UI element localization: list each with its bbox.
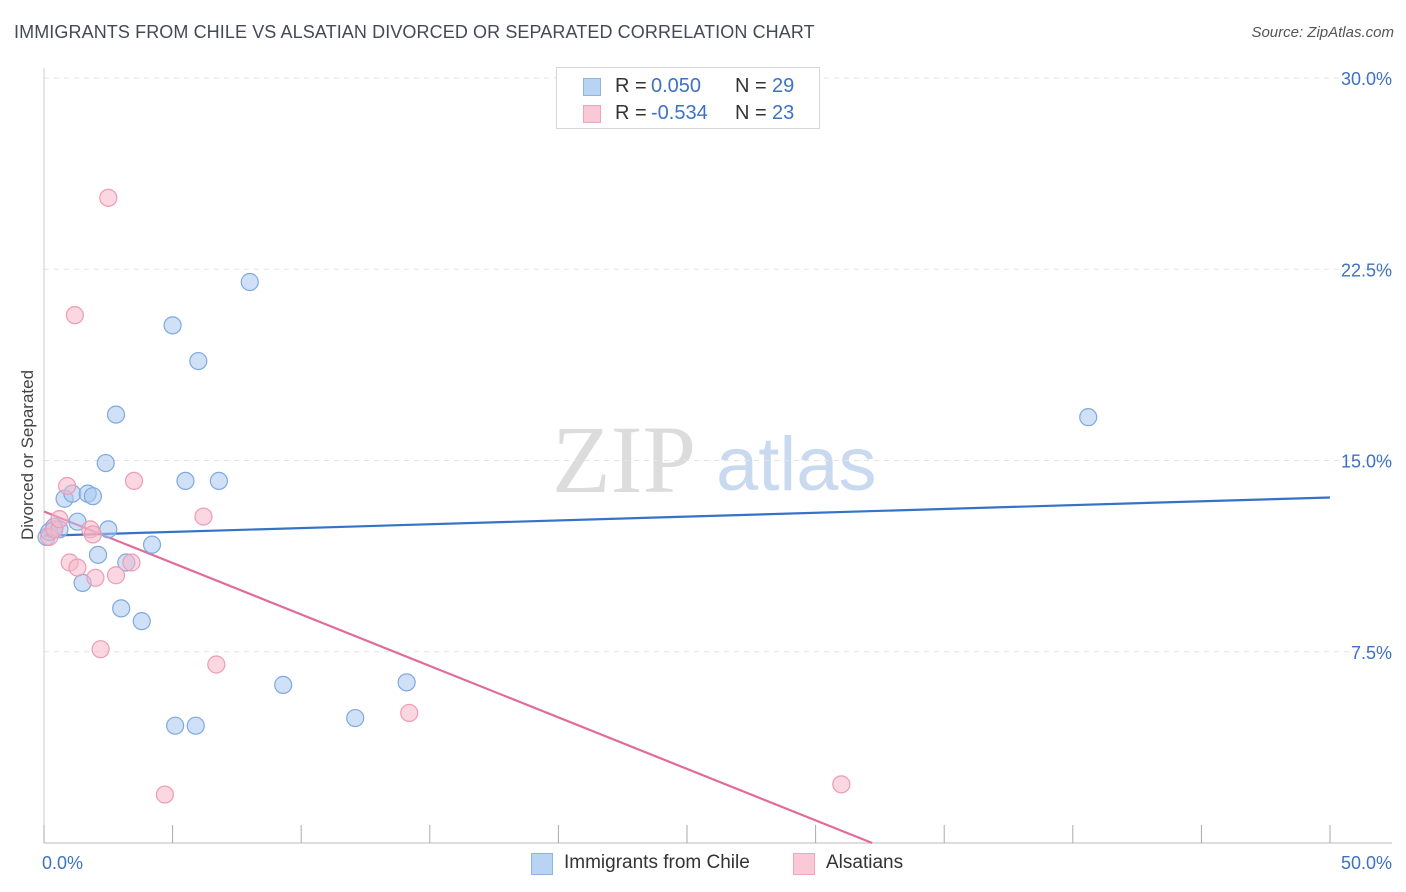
- chile-point: [142, 535, 162, 554]
- chile-swatch: [583, 78, 601, 96]
- chart-title: IMMIGRANTS FROM CHILE VS ALSATIAN DIVORC…: [14, 22, 815, 42]
- alsatian-point: [194, 507, 213, 526]
- alsatian-point: [68, 558, 87, 577]
- r-value: -0.534: [651, 102, 708, 124]
- chile-point: [106, 405, 126, 424]
- r-label: R =: [615, 75, 647, 97]
- alsatian-legend-label: Alsatians: [826, 852, 904, 873]
- alsatian-point: [99, 188, 118, 207]
- trend-lines: [43, 496, 1331, 845]
- chile-point: [189, 351, 208, 371]
- alsatian-legend-swatch: [793, 853, 815, 875]
- chile-legend-swatch: [531, 853, 553, 875]
- chile-legend-label: Immigrants from Chile: [564, 852, 750, 873]
- chile-point: [88, 545, 108, 564]
- watermark-zip: ZIP: [552, 406, 696, 513]
- stats-legend: R = 0.050 N = 29 R = -0.534 N = 23: [556, 67, 820, 129]
- chile-point: [1079, 408, 1098, 427]
- chile-point: [112, 599, 131, 618]
- chile-point: [176, 471, 195, 490]
- chile-point: [186, 716, 205, 735]
- chile-point: [397, 673, 416, 692]
- axes: [43, 68, 1392, 844]
- chile-point: [274, 675, 293, 695]
- alsatian-point: [122, 553, 141, 572]
- r-value: 0.050: [651, 75, 702, 97]
- n-label: N =: [735, 75, 767, 97]
- x-tick-label: 50.0%: [1341, 853, 1392, 873]
- chile-point: [163, 316, 182, 335]
- chile-point: [346, 708, 365, 728]
- alsatian-point: [83, 525, 102, 544]
- alsatian-point: [58, 476, 77, 496]
- chile-point: [132, 612, 151, 631]
- alsatian-point: [50, 510, 69, 529]
- chile-point: [96, 453, 115, 473]
- alsatian-point: [832, 775, 851, 794]
- r-label: R =: [615, 102, 647, 124]
- alsatian-point: [65, 306, 84, 325]
- chile-point: [166, 716, 185, 735]
- source-label: Source: ZipAtlas.com: [1251, 24, 1394, 41]
- watermark-atlas: atlas: [716, 422, 877, 507]
- y-tick-label: 22.5%: [1341, 260, 1392, 280]
- n-value: 23: [772, 102, 795, 124]
- chile-point: [240, 272, 259, 292]
- y-tick-label: 15.0%: [1341, 452, 1392, 472]
- alsatian-point: [124, 471, 144, 490]
- alsatian-point: [91, 640, 110, 659]
- chile-point: [83, 487, 102, 506]
- alsatian-point: [155, 785, 174, 804]
- y-tick-label: 7.5%: [1351, 643, 1392, 663]
- x-tick-label: 0.0%: [42, 853, 83, 873]
- chile-trend-line: [43, 496, 1331, 537]
- alsatian-point: [400, 703, 419, 723]
- alsatian-swatch: [583, 105, 601, 123]
- y-tick-label: 30.0%: [1341, 69, 1392, 89]
- tick-labels: 7.5% 15.0% 22.5% 30.0% 0.0% 50.0%: [42, 69, 1392, 873]
- alsatian-point: [106, 566, 126, 585]
- alsatian-point: [86, 568, 105, 587]
- chile-point: [99, 520, 118, 539]
- alsatian-trend-line: [43, 510, 873, 845]
- data-points: [37, 188, 1098, 804]
- n-value: 29: [772, 75, 795, 97]
- grid-lines: [44, 77, 1392, 653]
- chile-point: [209, 471, 228, 490]
- n-label: N =: [735, 102, 767, 124]
- alsatian-point: [207, 655, 226, 674]
